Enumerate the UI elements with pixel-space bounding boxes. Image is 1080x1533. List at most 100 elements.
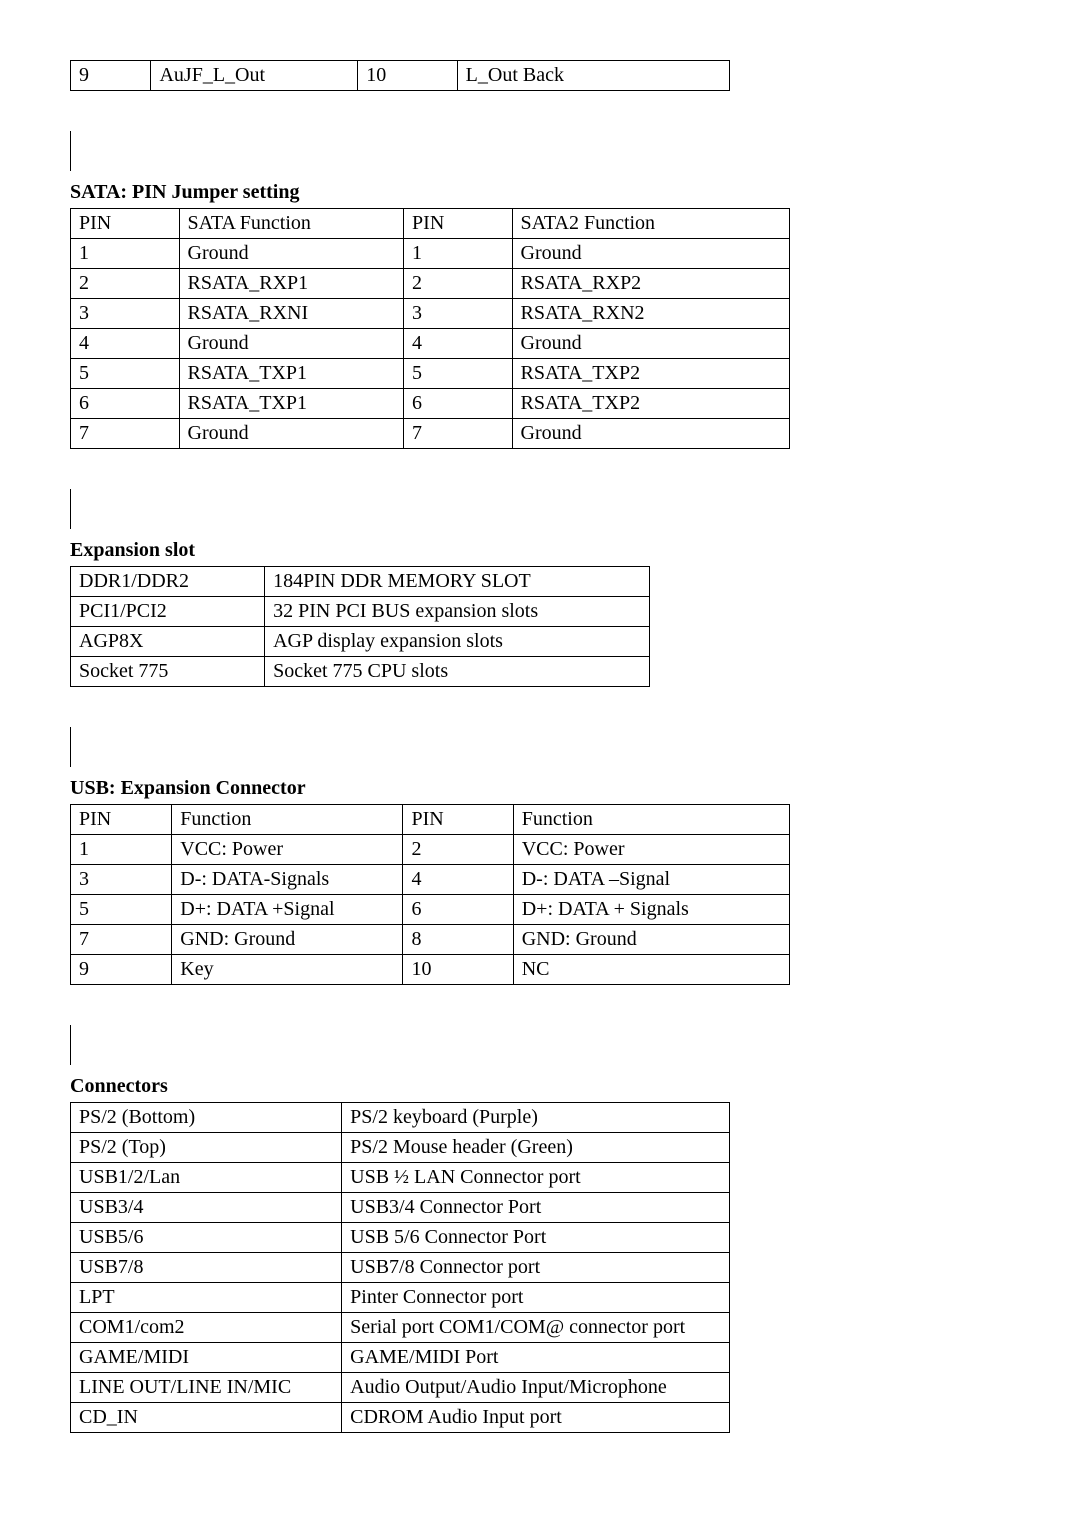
cell: PS/2 keyboard (Purple): [342, 1103, 730, 1133]
expansion-table: DDR1/DDR2 184PIN DDR MEMORY SLOT PCI1/PC…: [70, 566, 650, 687]
cell: RSATA_RXP1: [179, 269, 404, 299]
cell: USB3/4: [71, 1193, 342, 1223]
cell: 4: [404, 329, 513, 359]
cell: LINE OUT/LINE IN/MIC: [71, 1373, 342, 1403]
table-row: PS/2 (Top) PS/2 Mouse header (Green): [71, 1133, 730, 1163]
cell: 5: [71, 895, 172, 925]
header-cell: PIN: [71, 209, 180, 239]
table-row: 5 D+: DATA +Signal 6 D+: DATA + Signals: [71, 895, 790, 925]
cell: RSATA_TXP2: [512, 389, 789, 419]
cell: Socket 775 CPU slots: [265, 657, 650, 687]
cell: 2: [71, 269, 180, 299]
top-table: 9 AuJF_L_Out 10 L_Out Back: [70, 60, 730, 91]
decor-line: [70, 131, 1010, 171]
connectors-section: Connectors PS/2 (Bottom) PS/2 keyboard (…: [70, 1025, 1010, 1433]
cell: RSATA_RXNI: [179, 299, 404, 329]
sata-heading: SATA: PIN Jumper setting: [70, 181, 1010, 204]
cell: 4: [403, 865, 513, 895]
table-row: 2 RSATA_RXP1 2 RSATA_RXP2: [71, 269, 790, 299]
cell: Key: [172, 955, 403, 985]
table-row: 7 Ground 7 Ground: [71, 419, 790, 449]
header-cell: Function: [513, 805, 789, 835]
cell: CD_IN: [71, 1403, 342, 1433]
cell: 2: [404, 269, 513, 299]
cell: Audio Output/Audio Input/Microphone: [342, 1373, 730, 1403]
cell: USB7/8 Connector port: [342, 1253, 730, 1283]
cell: GND: Ground: [172, 925, 403, 955]
cell: Ground: [512, 419, 789, 449]
table-row: 5 RSATA_TXP1 5 RSATA_TXP2: [71, 359, 790, 389]
cell: USB 5/6 Connector Port: [342, 1223, 730, 1253]
table-row: USB3/4 USB3/4 Connector Port: [71, 1193, 730, 1223]
connectors-heading: Connectors: [70, 1075, 1010, 1098]
cell: USB1/2/Lan: [71, 1163, 342, 1193]
usb-section: USB: Expansion Connector PIN Function PI…: [70, 727, 1010, 985]
table-row: 6 RSATA_TXP1 6 RSATA_TXP2: [71, 389, 790, 419]
cell: Ground: [512, 329, 789, 359]
cell: PS/2 (Top): [71, 1133, 342, 1163]
cell: NC: [513, 955, 789, 985]
cell: LPT: [71, 1283, 342, 1313]
header-cell: Function: [172, 805, 403, 835]
cell: CDROM Audio Input port: [342, 1403, 730, 1433]
cell: D-: DATA-Signals: [172, 865, 403, 895]
table-row: 3 RSATA_RXNI 3 RSATA_RXN2: [71, 299, 790, 329]
top-table-section: 9 AuJF_L_Out 10 L_Out Back: [70, 60, 1010, 91]
cell: 6: [71, 389, 180, 419]
cell: USB5/6: [71, 1223, 342, 1253]
cell: RSATA_TXP1: [179, 359, 404, 389]
cell: 10: [358, 61, 457, 91]
cell: RSATA_TXP1: [179, 389, 404, 419]
decor-line: [70, 489, 1010, 529]
cell: 32 PIN PCI BUS expansion slots: [265, 597, 650, 627]
header-cell: SATA Function: [179, 209, 404, 239]
cell: 6: [403, 895, 513, 925]
table-row: LPT Pinter Connector port: [71, 1283, 730, 1313]
cell: 9: [71, 955, 172, 985]
cell: Pinter Connector port: [342, 1283, 730, 1313]
table-row: PS/2 (Bottom) PS/2 keyboard (Purple): [71, 1103, 730, 1133]
cell: GAME/MIDI: [71, 1343, 342, 1373]
cell: 6: [404, 389, 513, 419]
table-row: AGP8X AGP display expansion slots: [71, 627, 650, 657]
table-row: USB1/2/Lan USB ½ LAN Connector port: [71, 1163, 730, 1193]
sata-section: SATA: PIN Jumper setting PIN SATA Functi…: [70, 131, 1010, 449]
cell: 184PIN DDR MEMORY SLOT: [265, 567, 650, 597]
table-row: 1 Ground 1 Ground: [71, 239, 790, 269]
header-cell: PIN: [404, 209, 513, 239]
header-cell: PIN: [71, 805, 172, 835]
cell: PCI1/PCI2: [71, 597, 265, 627]
cell: USB7/8: [71, 1253, 342, 1283]
cell: 3: [71, 865, 172, 895]
cell: Ground: [179, 239, 404, 269]
cell: 9: [71, 61, 151, 91]
decor-line: [70, 1025, 1010, 1065]
table-row: Socket 775 Socket 775 CPU slots: [71, 657, 650, 687]
cell: VCC: Power: [172, 835, 403, 865]
cell: 7: [71, 419, 180, 449]
cell: PS/2 Mouse header (Green): [342, 1133, 730, 1163]
cell: RSATA_RXN2: [512, 299, 789, 329]
cell: DDR1/DDR2: [71, 567, 265, 597]
sata-table: PIN SATA Function PIN SATA2 Function 1 G…: [70, 208, 790, 449]
cell: Ground: [512, 239, 789, 269]
cell: 3: [404, 299, 513, 329]
cell: D+: DATA +Signal: [172, 895, 403, 925]
cell: Ground: [179, 329, 404, 359]
table-row: 7 GND: Ground 8 GND: Ground: [71, 925, 790, 955]
cell: 4: [71, 329, 180, 359]
cell: 8: [403, 925, 513, 955]
cell: AGP8X: [71, 627, 265, 657]
cell: 5: [71, 359, 180, 389]
cell: Ground: [179, 419, 404, 449]
cell: D+: DATA + Signals: [513, 895, 789, 925]
table-row: PCI1/PCI2 32 PIN PCI BUS expansion slots: [71, 597, 650, 627]
header-cell: SATA2 Function: [512, 209, 789, 239]
cell: 1: [404, 239, 513, 269]
cell: GAME/MIDI Port: [342, 1343, 730, 1373]
cell: L_Out Back: [457, 61, 729, 91]
cell: AuJF_L_Out: [151, 61, 358, 91]
cell: VCC: Power: [513, 835, 789, 865]
table-row: 1 VCC: Power 2 VCC: Power: [71, 835, 790, 865]
table-row: USB5/6 USB 5/6 Connector Port: [71, 1223, 730, 1253]
